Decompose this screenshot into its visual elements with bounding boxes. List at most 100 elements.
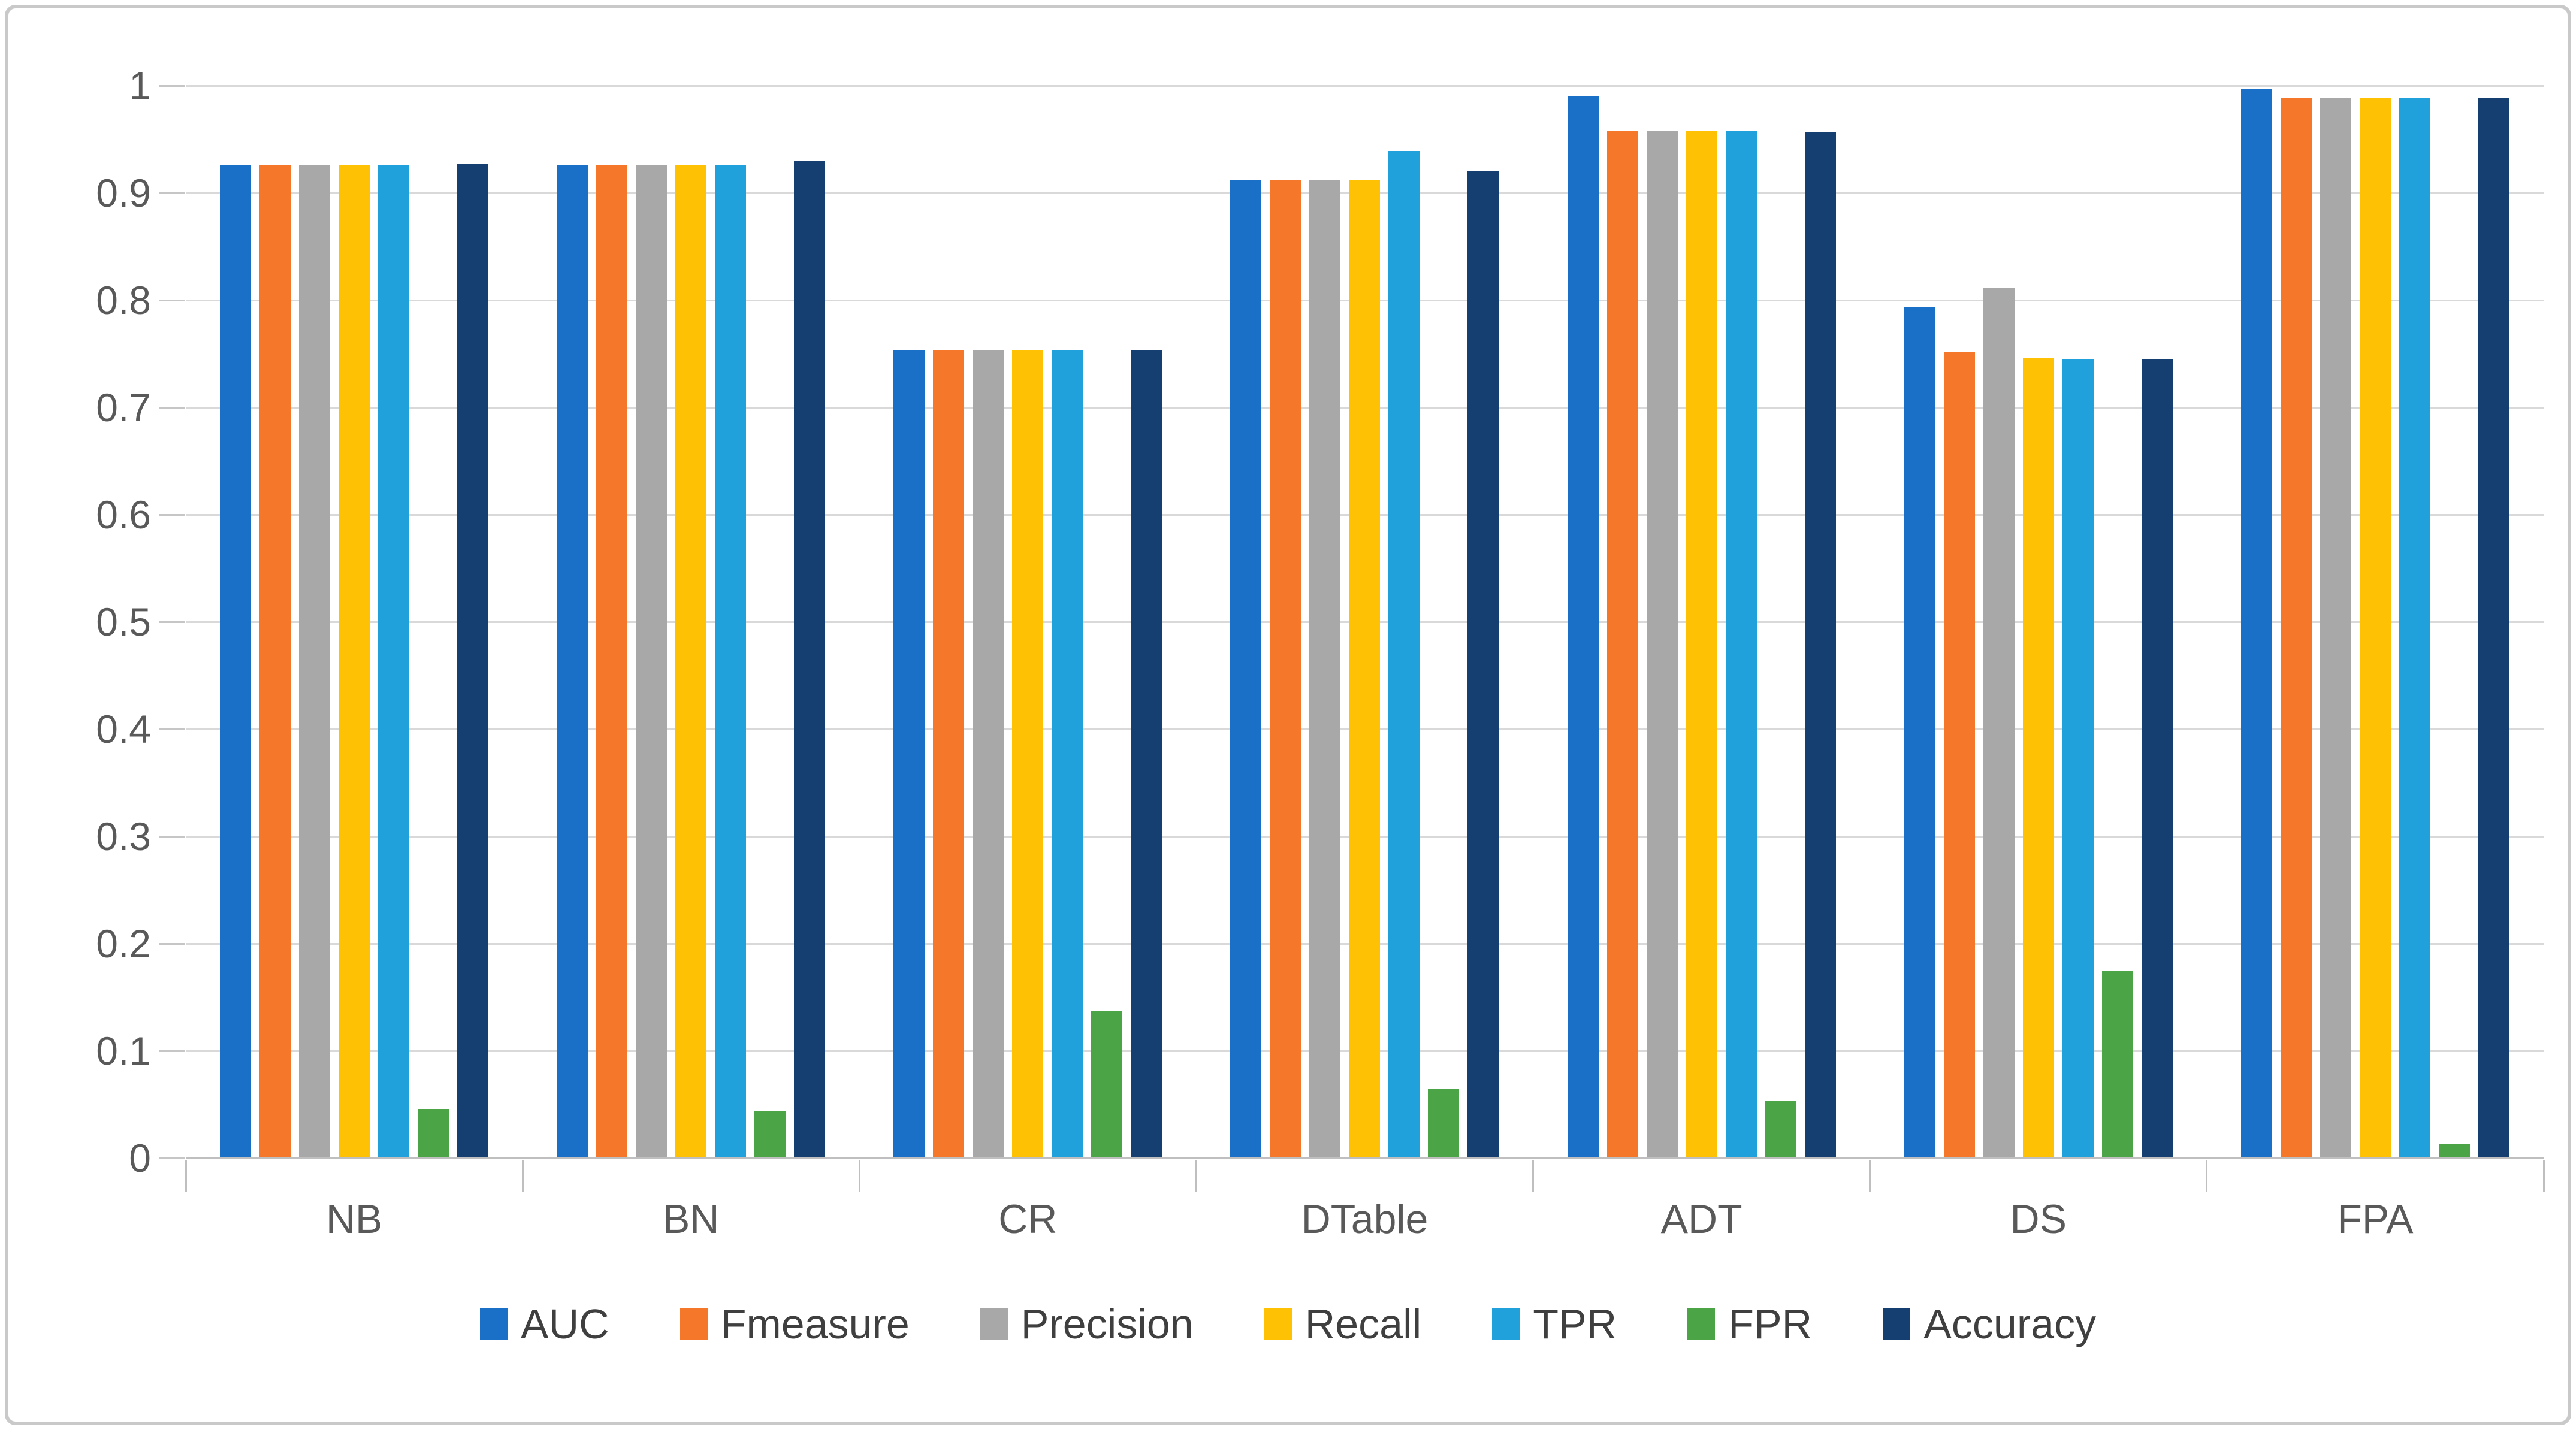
y-axis-label-0.3: 0.3: [96, 814, 151, 858]
bar-ADT-Recall: [1686, 131, 1717, 1158]
bar-BN-TPR: [715, 165, 747, 1158]
y-axis-label-0.5: 0.5: [96, 600, 151, 644]
bar-NB-Fmeasure: [259, 165, 291, 1158]
x-axis-label-ADT: ADT: [1660, 1196, 1743, 1242]
legend-item-FPR: FPR: [1687, 1303, 1812, 1345]
x-axis-label-BN: BN: [662, 1196, 720, 1242]
legend-label-Accuracy: Accuracy: [1923, 1301, 2097, 1347]
y-axis-label-0.9: 0.9: [96, 171, 151, 215]
legend-swatch-Precision: [980, 1308, 1008, 1340]
y-axis-label-0.1: 0.1: [96, 1029, 151, 1073]
x-axis-label-DS: DS: [2010, 1196, 2067, 1242]
bar-BN-Recall: [675, 165, 707, 1158]
bar-CR-Precision: [973, 350, 1004, 1158]
y-axis-label-0.6: 0.6: [96, 492, 151, 537]
legend-swatch-AUC: [479, 1308, 508, 1340]
bar-FPA-Fmeasure: [2280, 97, 2312, 1158]
bar-ADT-Accuracy: [1804, 131, 1836, 1158]
bar-BN-FPR: [754, 1111, 786, 1158]
bar-DTable-AUC: [1230, 180, 1262, 1158]
bar-DS-Fmeasure: [1943, 351, 1975, 1158]
legend-item-Accuracy: Accuracy: [1883, 1303, 2096, 1345]
bar-CR-Recall: [1012, 350, 1044, 1158]
bar-NB-AUC: [220, 165, 252, 1158]
y-tick-mark-0.8: [159, 299, 185, 301]
x-axis-boundary-tick-6: [2206, 1160, 2208, 1192]
bar-NB-Precision: [299, 165, 331, 1158]
bar-BN-Accuracy: [794, 161, 826, 1158]
legend-label-FPR: FPR: [1728, 1301, 1813, 1347]
bar-FPA-TPR: [2399, 97, 2430, 1158]
bar-group-FPA: [2207, 86, 2544, 1158]
bar-DTable-Accuracy: [1467, 171, 1499, 1158]
x-axis-label-NB: NB: [325, 1196, 383, 1242]
bar-groups-container: [186, 86, 2544, 1158]
x-axis-label-CR: CR: [998, 1196, 1058, 1242]
bar-CR-Fmeasure: [933, 350, 965, 1158]
x-axis-line: [186, 1157, 2544, 1159]
bar-DTable-Fmeasure: [1270, 180, 1301, 1158]
y-tick-mark-0.7: [159, 406, 185, 409]
legend-label-Fmeasure: Fmeasure: [720, 1301, 910, 1347]
bar-BN-Precision: [636, 165, 668, 1158]
legend-item-TPR: TPR: [1492, 1303, 1617, 1345]
x-axis-boundary-tick-1: [521, 1160, 524, 1192]
bar-group-NB: [186, 86, 523, 1158]
bar-group-DS: [1870, 86, 2207, 1158]
bar-ADT-TPR: [1725, 131, 1757, 1158]
bar-DS-TPR: [2062, 359, 2094, 1158]
x-axis-label-FPA: FPA: [2337, 1196, 2414, 1242]
x-axis-label-DTable: DTable: [1301, 1196, 1429, 1242]
bar-group-BN: [523, 86, 859, 1158]
legend-label-AUC: AUC: [520, 1301, 609, 1347]
bar-DTable-FPR: [1428, 1089, 1460, 1158]
legend-swatch-Recall: [1264, 1308, 1292, 1340]
x-axis-boundary-tick-5: [1869, 1160, 1871, 1192]
legend-item-AUC: AUC: [479, 1301, 609, 1347]
bar-DS-Precision: [1983, 288, 2015, 1158]
y-axis-label-0.2: 0.2: [96, 921, 151, 966]
legend-swatch-Fmeasure: [680, 1308, 708, 1340]
bar-FPA-FPR: [2438, 1144, 2470, 1158]
bar-DS-AUC: [1904, 306, 1935, 1158]
y-axis-label-0: 0: [129, 1136, 151, 1180]
legend-swatch-TPR: [1492, 1308, 1520, 1340]
y-tick-mark-1: [159, 84, 185, 87]
legend-label-Precision: Precision: [1020, 1301, 1194, 1347]
bar-NB-TPR: [378, 165, 410, 1158]
bar-CR-AUC: [893, 350, 925, 1158]
y-tick-mark-0: [159, 1157, 185, 1159]
x-axis-category-labels: NB BN CR DTable ADT DS FPA: [186, 1195, 2544, 1244]
plot-area: [159, 84, 2545, 1192]
y-tick-mark-0.3: [159, 835, 185, 838]
bar-FPA-AUC: [2240, 89, 2272, 1158]
gridline-y-1: [186, 84, 2544, 87]
y-tick-mark-0.6: [159, 513, 185, 516]
x-axis-boundary-tick-7: [2542, 1160, 2545, 1192]
legend-swatch-Accuracy: [1883, 1308, 1911, 1340]
bar-DS-Accuracy: [2141, 359, 2173, 1158]
legend-label-Recall: Recall: [1304, 1301, 1422, 1347]
bar-DTable-Precision: [1309, 180, 1341, 1158]
bar-ADT-Fmeasure: [1606, 131, 1638, 1158]
bar-ADT-FPR: [1765, 1101, 1796, 1158]
bar-NB-Accuracy: [457, 164, 489, 1158]
bar-FPA-Recall: [2359, 97, 2391, 1158]
y-tick-mark-0.5: [159, 621, 185, 623]
x-axis-boundary-tick-2: [858, 1160, 860, 1192]
bar-NB-FPR: [418, 1108, 449, 1158]
bar-FPA-Accuracy: [2478, 97, 2509, 1158]
x-axis-boundary-tick-0: [185, 1160, 187, 1192]
y-tick-mark-0.4: [159, 728, 185, 730]
bar-group-ADT: [1533, 86, 1870, 1158]
y-axis-label-0.8: 0.8: [96, 278, 151, 322]
bar-DS-FPR: [2101, 970, 2133, 1158]
chart-legend: AUC Fmeasure Precision Recall TPR FPR Accuracy: [0, 1303, 2576, 1345]
bar-ADT-AUC: [1567, 96, 1599, 1158]
bar-group-CR: [859, 86, 1196, 1158]
bar-DTable-Recall: [1349, 180, 1381, 1158]
legend-item-Precision: Precision: [980, 1303, 1194, 1345]
y-axis-label-1: 1: [129, 64, 151, 108]
x-axis-boundary-tick-3: [1195, 1160, 1197, 1192]
